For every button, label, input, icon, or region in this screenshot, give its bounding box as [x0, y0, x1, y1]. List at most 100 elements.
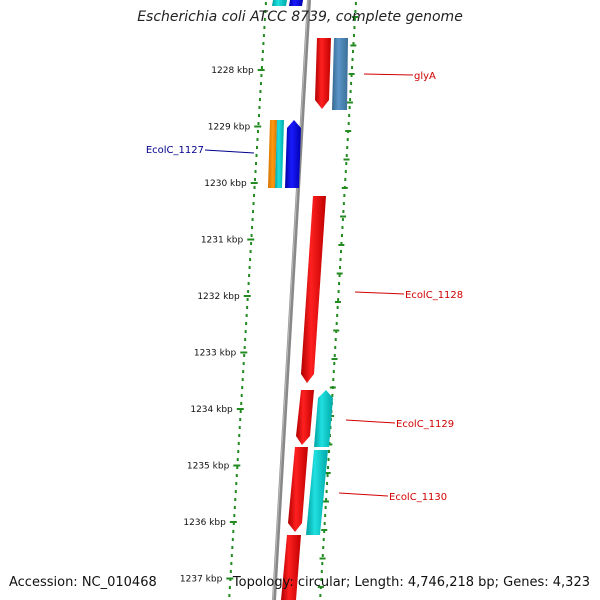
- scale-dot: [335, 322, 338, 325]
- scale-dot: [264, 2, 267, 5]
- scale-dot: [326, 482, 329, 485]
- scale-dot: [351, 66, 354, 69]
- scale-dot: [349, 98, 352, 101]
- scale-dot: [248, 266, 251, 269]
- scale-dot: [232, 522, 235, 525]
- scale-tick-right: [348, 73, 355, 75]
- scale-dot: [342, 202, 345, 205]
- label-EcolC-1127[interactable]: EcolC_1127: [146, 145, 204, 156]
- gene-red-bottom[interactable]: [281, 535, 301, 600]
- scale-dot: [338, 274, 341, 277]
- label-EcolC-1128[interactable]: EcolC_1128: [405, 290, 463, 301]
- scale-dot: [250, 234, 253, 237]
- scale-dot: [237, 450, 240, 453]
- scale-dot: [344, 178, 347, 181]
- scale-dot: [257, 114, 260, 117]
- scale-dot: [232, 530, 235, 533]
- scale-dot: [259, 82, 262, 85]
- scale-dot: [324, 506, 327, 509]
- scale-dot: [234, 490, 237, 493]
- scale-tick-right: [319, 557, 326, 560]
- scale-dot: [354, 2, 357, 5]
- scale-dot: [352, 50, 354, 53]
- scale-dot: [331, 394, 334, 397]
- scale-dot: [334, 338, 337, 341]
- scale-dot: [332, 370, 335, 373]
- gene-EcolC-1128[interactable]: [301, 196, 326, 383]
- scale-dot: [326, 474, 329, 477]
- scale-dot: [328, 450, 330, 453]
- gene-red-1234[interactable]: [296, 390, 314, 445]
- kbp-tick-label: 1228 kbp: [211, 66, 254, 76]
- kbp-tick: [243, 295, 251, 297]
- scale-tick-right: [343, 158, 350, 161]
- label-EcolC-1130[interactable]: EcolC_1130: [389, 492, 447, 503]
- kbp-tick-label: 1236 kbp: [183, 518, 226, 528]
- scale-dot: [351, 58, 354, 61]
- scale-dot: [341, 226, 344, 229]
- gene-top-cyan[interactable]: [272, 0, 287, 6]
- scale-dot: [228, 586, 231, 589]
- gene-EcolC-1130[interactable]: [306, 450, 328, 535]
- scale-dot: [263, 26, 266, 29]
- scale-dot: [252, 210, 255, 213]
- scale-tick-right: [340, 215, 347, 218]
- scale-dot: [253, 194, 256, 197]
- scale-dot: [349, 90, 352, 93]
- gene-red-1228[interactable]: [315, 38, 331, 109]
- scale-dot: [233, 514, 236, 517]
- scale-dot: [235, 482, 238, 485]
- kbp-tick-label: 1229 kbp: [208, 123, 251, 133]
- scale-dot: [342, 210, 345, 213]
- scale-dot: [261, 50, 264, 53]
- scale-dot: [249, 250, 252, 253]
- gene-EcolC-1129[interactable]: [314, 390, 333, 447]
- gene-red-1235[interactable]: [288, 447, 308, 532]
- kbp-tick: [247, 238, 255, 241]
- scale-dot: [241, 386, 244, 389]
- glyA-leader: [363, 73, 414, 76]
- scale-dot: [340, 250, 342, 253]
- scale-dot: [255, 162, 258, 165]
- scale-dot: [333, 354, 336, 357]
- scale-dot: [247, 290, 250, 293]
- scale-dot: [244, 338, 247, 341]
- scale-dot: [258, 106, 261, 109]
- scale-dot: [233, 506, 236, 509]
- label-glyA[interactable]: glyA: [414, 71, 436, 82]
- scale-dot: [250, 242, 253, 245]
- scale-dot: [244, 330, 247, 333]
- scale-dot: [251, 218, 254, 221]
- scale-dot: [236, 466, 239, 469]
- scale-dot: [243, 346, 246, 349]
- scale-dot: [336, 314, 339, 317]
- genome-backbone: [272, 0, 311, 600]
- scale-dot: [345, 162, 348, 165]
- scale-dot: [238, 426, 241, 429]
- scale-dot: [262, 42, 265, 45]
- scale-tick-right: [324, 472, 331, 474]
- scale-dot: [242, 362, 245, 365]
- scale-tick-right: [329, 386, 336, 389]
- scale-dot: [242, 370, 245, 373]
- scale-dot: [246, 306, 249, 309]
- scale-dot: [234, 498, 237, 501]
- gene-top-blue[interactable]: [289, 0, 303, 6]
- label-EcolC-1129[interactable]: EcolC_1129: [396, 419, 454, 430]
- scale-dot: [348, 114, 351, 117]
- EcolC-1130-leader: [338, 492, 389, 497]
- scale-dot: [320, 578, 323, 581]
- scale-dot: [245, 314, 248, 317]
- gene-EcolC-1127[interactable]: [285, 120, 301, 188]
- scale-dot: [321, 562, 324, 565]
- scale-tick-right: [321, 529, 328, 531]
- gene-cyan-1229[interactable]: [275, 120, 284, 188]
- scale-dot: [260, 66, 263, 69]
- scale-dot: [319, 594, 322, 597]
- scale-dot: [241, 378, 244, 381]
- gene-orange-1229[interactable]: [268, 120, 277, 188]
- scale-dot: [339, 266, 342, 269]
- gene-glyA[interactable]: [332, 38, 348, 110]
- kbp-tick-label: 1232 kbp: [197, 292, 240, 302]
- accession-text: Accession: NC_010468: [9, 575, 157, 590]
